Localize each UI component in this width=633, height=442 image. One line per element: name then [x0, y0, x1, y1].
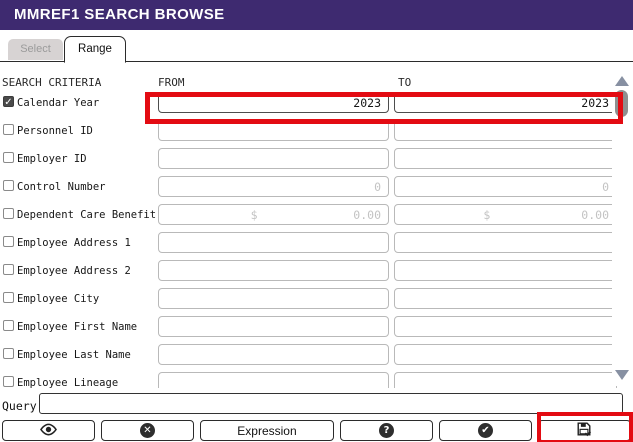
scroll-up-arrow-icon[interactable] — [615, 76, 629, 86]
tab-range[interactable]: Range — [64, 35, 126, 63]
to-value: 0.00 — [581, 207, 609, 222]
toolbar: ✕ Expression ? ✔ — [2, 420, 631, 441]
row-label: Employer ID — [17, 153, 87, 165]
row-label: Personnel ID — [17, 125, 93, 137]
column-header-search-criteria: SEARCH CRITERIA — [2, 76, 102, 89]
from-input[interactable] — [158, 260, 389, 281]
to-input[interactable] — [394, 316, 617, 337]
expression-button[interactable]: Expression — [200, 420, 334, 441]
to-input[interactable] — [394, 232, 617, 253]
save-button[interactable] — [537, 420, 631, 441]
criteria-row: Control Number 0 0 — [0, 174, 618, 202]
criteria-row: Employee First Name — [0, 314, 618, 342]
from-input[interactable]: 0 — [158, 176, 389, 197]
window-title: MMREF1 SEARCH BROWSE — [0, 0, 633, 30]
scrollbar-thumb[interactable] — [615, 90, 628, 117]
row-label: Employee City — [17, 293, 100, 305]
row-checkbox[interactable] — [3, 292, 14, 303]
column-header-to: TO — [398, 76, 412, 89]
x-circle-icon: ✕ — [140, 423, 155, 438]
row-checkbox[interactable] — [3, 236, 14, 247]
criteria-row: Employee Last Name — [0, 342, 618, 370]
from-input[interactable] — [158, 344, 389, 365]
row-label: Employee Lineage — [17, 377, 119, 388]
row-label: Calendar Year — [17, 97, 100, 109]
row-label: Dependent Care Benefit — [17, 209, 157, 221]
clear-button[interactable]: ✕ — [101, 420, 194, 441]
from-value: 0 — [374, 179, 381, 194]
from-input[interactable] — [158, 120, 389, 141]
view-button[interactable] — [2, 420, 95, 441]
to-input[interactable] — [394, 148, 617, 169]
from-currency-prefix: $ — [250, 207, 258, 222]
row-checkbox[interactable] — [3, 348, 14, 359]
question-circle-icon: ? — [378, 423, 394, 438]
to-input[interactable] — [394, 288, 617, 309]
tab-bar: Select Range — [0, 30, 633, 63]
query-input[interactable] — [39, 393, 623, 414]
row-checkbox[interactable] — [3, 320, 14, 331]
to-input[interactable]: 2023 — [394, 92, 617, 113]
row-checkbox[interactable] — [3, 152, 14, 163]
criteria-row: Employee City — [0, 286, 618, 314]
row-label: Employee Last Name — [17, 349, 131, 361]
from-value: 0.00 — [353, 207, 381, 222]
to-input[interactable]: 0 — [394, 176, 617, 197]
to-currency-prefix: $ — [483, 207, 491, 222]
row-label: Control Number — [17, 181, 106, 193]
row-checkbox[interactable] — [3, 208, 14, 219]
help-button[interactable]: ? — [339, 420, 433, 441]
row-checkbox[interactable] — [3, 124, 14, 135]
criteria-row: Employee Lineage — [0, 370, 618, 388]
to-input[interactable] — [394, 344, 617, 365]
from-input[interactable] — [158, 316, 389, 337]
expression-button-label: Expression — [237, 423, 297, 438]
scroll-down-arrow-icon[interactable] — [615, 370, 629, 380]
to-input[interactable] — [394, 120, 617, 141]
row-label: Employee First Name — [17, 321, 138, 333]
from-input[interactable] — [158, 232, 389, 253]
query-label: Query: — [2, 399, 44, 413]
row-checkbox[interactable]: ✓ — [3, 96, 14, 108]
to-input[interactable] — [394, 260, 617, 281]
from-input[interactable] — [158, 288, 389, 309]
check-circle-icon: ✔ — [477, 423, 493, 438]
apply-button[interactable]: ✔ — [438, 420, 532, 441]
save-disk-icon — [576, 421, 592, 440]
from-input[interactable] — [158, 372, 389, 388]
vertical-scrollbar[interactable] — [612, 72, 632, 386]
to-value: 2023 — [581, 95, 609, 110]
criteria-row: Employee Address 1 — [0, 230, 618, 258]
from-input[interactable] — [158, 148, 389, 169]
row-label: Employee Address 2 — [17, 265, 131, 277]
to-value: 0 — [602, 179, 609, 194]
criteria-row: Employer ID — [0, 146, 618, 174]
column-header-from: FROM — [158, 76, 185, 89]
from-input[interactable]: 2023 — [158, 92, 389, 113]
eye-icon — [39, 423, 58, 439]
criteria-rows: ✓ Calendar Year 2023 2023 Personnel ID E… — [0, 90, 618, 388]
row-checkbox[interactable] — [3, 376, 14, 387]
tab-select[interactable]: Select — [8, 38, 63, 60]
criteria-row: ✓ Calendar Year 2023 2023 — [0, 90, 618, 118]
row-checkbox[interactable] — [3, 180, 14, 191]
to-input[interactable]: $ 0.00 — [394, 204, 617, 225]
criteria-row: Personnel ID — [0, 118, 618, 146]
criteria-row: Employee Address 2 — [0, 258, 618, 286]
from-value: 2023 — [353, 95, 381, 110]
to-input[interactable] — [394, 372, 617, 388]
from-input[interactable]: $ 0.00 — [158, 204, 389, 225]
row-checkbox[interactable] — [3, 264, 14, 275]
row-label: Employee Address 1 — [17, 237, 131, 249]
criteria-row: Dependent Care Benefit $ 0.00 $ 0.00 — [0, 202, 618, 230]
